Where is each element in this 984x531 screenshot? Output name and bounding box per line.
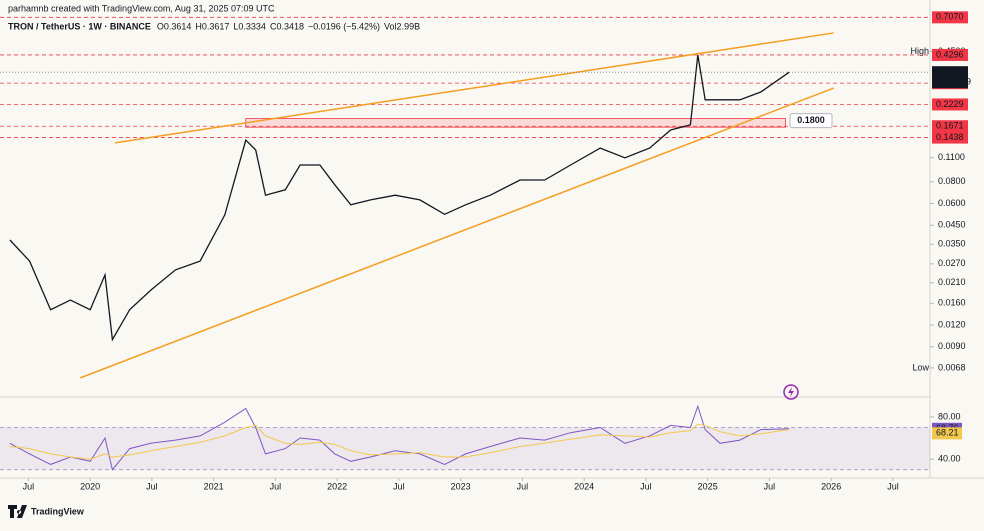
annotation-box <box>789 113 833 129</box>
x-tick-label: 2025 <box>698 481 718 491</box>
y-tick-label: 0.0120 <box>938 319 966 329</box>
countdown: 16:50:09 <box>936 77 971 87</box>
rsi-band <box>0 427 930 470</box>
ohlc-value: C0.3418 <box>270 21 304 31</box>
y-tick-label: 0.0068 <box>938 362 966 372</box>
rsi-y-tick-label: 80.00 <box>938 411 961 421</box>
rsi-line <box>9 423 790 460</box>
ohlc-value: O0.3614 <box>157 21 192 31</box>
y-tick-label: 0.0600 <box>938 198 966 208</box>
x-tick-label: 2020 <box>80 481 100 491</box>
level-tag <box>932 131 968 144</box>
x-tick-label: Jul <box>23 481 35 491</box>
x-tick-label: Jul <box>640 481 652 491</box>
price-line <box>9 54 790 342</box>
event-icon[interactable] <box>783 384 799 400</box>
rsi-value-tag <box>932 427 962 440</box>
rsi-y-tick-label: 40.00 <box>938 454 961 464</box>
ohlc-value: −0.0196 (−5.42%) <box>308 21 380 31</box>
x-tick-label: 2023 <box>451 481 471 491</box>
y-tick-label: 0.0270 <box>938 258 966 268</box>
level-tag <box>932 48 968 61</box>
header: TRON / TetherUS · 1W · BINANCE <box>8 21 151 31</box>
x-tick-label: Jul <box>270 481 282 491</box>
high-label: High <box>910 46 929 56</box>
trendline <box>114 32 834 144</box>
level-label: 0.1671 <box>936 121 964 131</box>
level-tag <box>932 98 968 111</box>
level-label: 0.4296 <box>936 49 964 59</box>
level-label: 0.2229 <box>936 99 964 109</box>
level-label: 0.7070 <box>936 12 964 22</box>
x-tick-label: Jul <box>393 481 405 491</box>
level-tag <box>932 120 968 133</box>
last-price-tag <box>932 66 968 89</box>
ohlc-value: H0.3617 <box>195 21 229 31</box>
y-tick-label: 0.0350 <box>938 239 966 249</box>
brand-logo <box>8 505 27 518</box>
brand: TradingView <box>8 505 85 518</box>
rsi-value-label: 68.21 <box>936 428 959 438</box>
x-tick-label: 2024 <box>574 481 594 491</box>
ohlc-value: L0.3334 <box>233 21 266 31</box>
rsi-line <box>9 404 790 471</box>
last-price-label: 0.3418 <box>936 67 964 77</box>
y-tick-label: 0.0160 <box>938 298 966 308</box>
zone <box>245 118 786 128</box>
y-tick-label: 0.0210 <box>938 277 966 287</box>
x-tick-label: Jul <box>146 481 158 491</box>
y-tick-label: 0.0800 <box>938 176 966 186</box>
y-tick-label: 0.0450 <box>938 220 966 230</box>
annotation-label: 0.1800 <box>797 115 825 125</box>
level-label: 0.1438 <box>936 132 964 142</box>
x-tick-label: Jul <box>764 481 776 491</box>
x-tick-label: 2022 <box>327 481 347 491</box>
event-icon-bolt <box>788 387 794 397</box>
level-tag <box>932 11 968 24</box>
trendline <box>80 87 834 379</box>
symbol: TRON / TetherUS · 1W · BINANCE <box>8 21 151 31</box>
y-tick-label: 0.1100 <box>938 152 965 162</box>
x-tick-label: 2021 <box>204 481 224 491</box>
brand-name: TradingView <box>31 506 85 516</box>
x-tick-label: Jul <box>517 481 529 491</box>
author: parhamnb created with TradingView.com, A… <box>8 3 275 13</box>
ohlc-value: Vol2.99B <box>384 21 420 31</box>
x-tick-label: 2026 <box>821 481 841 491</box>
y-tick-label: 0.0090 <box>938 341 966 351</box>
x-tick-label: Jul <box>887 481 899 491</box>
low-label: Low <box>912 362 929 372</box>
